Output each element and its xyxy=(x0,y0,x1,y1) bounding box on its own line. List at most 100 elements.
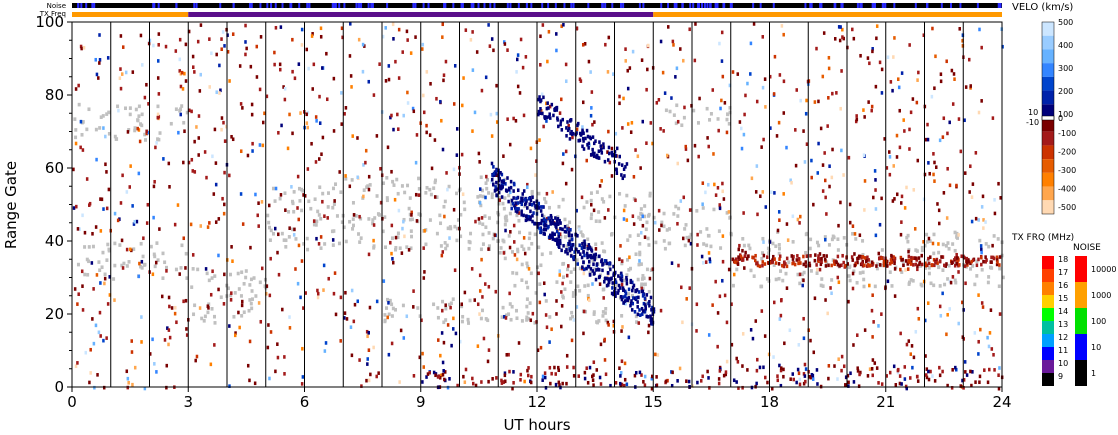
velocity-point xyxy=(988,331,992,335)
velocity-point xyxy=(199,224,203,228)
ground-scatter-cell xyxy=(344,177,348,181)
ground-scatter-cell xyxy=(582,205,586,210)
velocity-point xyxy=(952,72,956,76)
velocity-point xyxy=(415,133,419,137)
ground-scatter-cell xyxy=(533,232,537,237)
txfrq-swatch xyxy=(1042,321,1054,334)
velocity-point xyxy=(824,264,828,268)
velocity-point xyxy=(681,320,684,325)
ground-scatter-cell xyxy=(798,281,802,286)
velocity-point xyxy=(798,377,802,382)
ground-scatter-cell xyxy=(534,291,538,295)
velocity-point xyxy=(816,171,820,175)
velocity-point xyxy=(184,42,188,47)
ground-scatter-cell xyxy=(634,314,638,319)
velocity-point xyxy=(791,372,795,376)
velocity-point xyxy=(495,187,499,192)
ground-scatter-cell xyxy=(85,127,89,132)
ground-scatter-cell xyxy=(331,243,335,247)
ground-scatter-cell xyxy=(830,237,834,242)
velocity-point xyxy=(695,302,699,307)
velocity-point xyxy=(983,368,986,372)
velocity-point xyxy=(228,173,231,178)
velocity-point xyxy=(88,201,92,206)
velocity-point xyxy=(117,108,120,113)
velocity-point xyxy=(367,187,371,192)
velocity-point xyxy=(621,325,624,329)
velocity-point xyxy=(872,320,875,324)
velocity-point xyxy=(982,259,985,264)
velocity-point xyxy=(841,27,844,32)
velocity-point xyxy=(539,107,542,111)
velocity-point xyxy=(536,348,540,353)
velocity-point xyxy=(885,259,889,264)
ground-scatter-cell xyxy=(539,263,543,268)
velocity-point xyxy=(218,63,221,68)
velocity-point xyxy=(628,66,632,70)
velocity-point xyxy=(568,239,571,244)
ground-scatter-cell xyxy=(637,262,641,267)
velocity-point xyxy=(348,184,352,189)
velocity-point xyxy=(131,204,134,208)
ground-scatter-cell xyxy=(139,264,143,269)
velocity-point xyxy=(490,180,493,184)
ground-scatter-cell xyxy=(692,108,696,113)
velocity-point xyxy=(168,335,172,340)
velocity-point xyxy=(407,248,411,252)
velocity-point xyxy=(924,263,928,268)
ground-scatter-cell xyxy=(280,231,284,236)
velocity-point xyxy=(352,213,356,217)
ground-scatter-cell xyxy=(662,239,666,243)
velocity-point xyxy=(892,364,896,369)
velocity-point xyxy=(137,274,141,279)
velocity-point xyxy=(953,77,956,81)
noise-speck xyxy=(444,3,447,8)
velocity-point xyxy=(619,286,622,290)
ground-scatter-cell xyxy=(522,247,526,252)
velocity-point xyxy=(138,139,142,144)
ground-scatter-cell xyxy=(569,280,573,284)
ground-scatter-cell xyxy=(662,211,666,216)
velocity-point xyxy=(401,50,404,54)
ground-scatter-cell xyxy=(487,191,491,195)
ground-scatter-cell xyxy=(929,281,933,286)
ground-scatter-cell xyxy=(951,242,955,246)
txfreq-bar xyxy=(72,12,1002,17)
velocity-point xyxy=(92,341,96,346)
velocity-point xyxy=(443,214,446,219)
velocity-point xyxy=(642,301,646,306)
velocity-point xyxy=(871,373,874,378)
velocity-point xyxy=(878,60,882,65)
ground-scatter-cell xyxy=(247,308,251,313)
velocity-point xyxy=(803,374,807,378)
velocity-point xyxy=(959,384,962,388)
velocity-point xyxy=(508,369,511,374)
velocity-point xyxy=(510,206,513,211)
ground-scatter-cell xyxy=(779,269,783,273)
velocity-point xyxy=(682,58,685,63)
velocity-point xyxy=(108,293,112,297)
velocity-point xyxy=(998,263,1001,267)
velocity-point xyxy=(412,305,415,309)
velocity-point xyxy=(636,300,639,304)
ground-scatter-cell xyxy=(481,194,485,199)
ground-scatter-cell xyxy=(429,192,433,197)
txfreq-segment xyxy=(188,12,654,17)
velocity-point xyxy=(136,126,140,131)
velocity-point xyxy=(592,255,595,259)
velocity-point xyxy=(773,257,776,261)
ground-scatter-cell xyxy=(618,192,622,196)
velocity-point xyxy=(168,304,171,309)
ground-scatter-cell xyxy=(565,244,569,248)
velocity-point xyxy=(799,261,802,265)
ground-scatter-cell xyxy=(455,226,459,231)
velocity-point xyxy=(94,323,98,328)
velocity-point xyxy=(292,233,296,237)
ground-scatter-cell xyxy=(332,202,336,206)
velocity-point xyxy=(861,264,865,268)
velocity-point xyxy=(650,386,654,391)
velocity-point xyxy=(284,208,287,212)
velocity-point xyxy=(853,263,857,268)
velocity-point xyxy=(707,144,710,149)
velocity-point xyxy=(561,281,564,286)
